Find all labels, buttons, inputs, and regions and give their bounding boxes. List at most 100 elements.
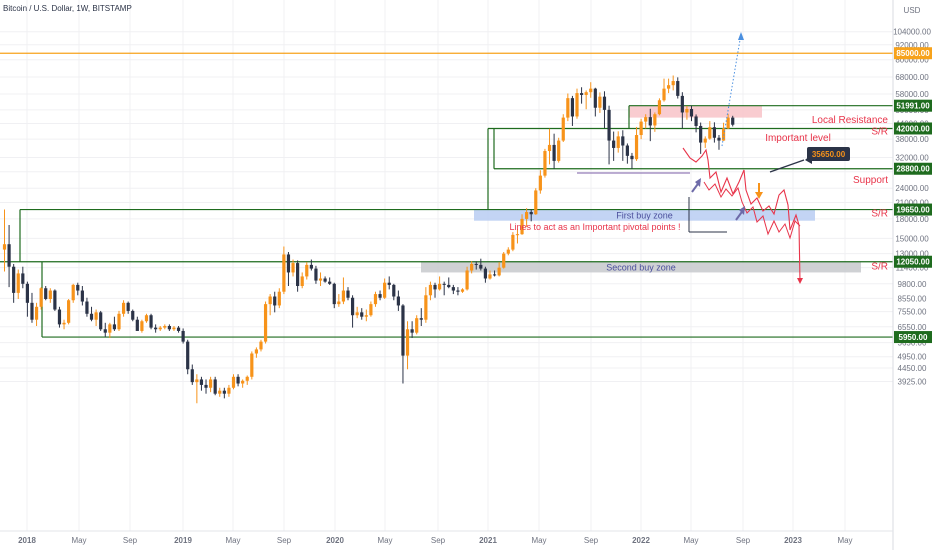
price-zone xyxy=(421,261,861,273)
flag-leader-line xyxy=(769,159,805,173)
y-tick-label: 18000.00 xyxy=(895,215,929,224)
candle-body xyxy=(57,309,62,325)
candle-body xyxy=(108,324,112,333)
x-tick-label: May xyxy=(531,536,546,545)
candle-body xyxy=(593,88,597,108)
candle-body xyxy=(685,109,689,113)
price-flag-label: 35650.00 xyxy=(812,150,846,159)
candle-body xyxy=(176,327,181,331)
candle-body xyxy=(355,312,359,316)
candle-body xyxy=(589,88,593,93)
candle-body xyxy=(676,81,680,96)
candle-body xyxy=(465,270,469,290)
candle-body xyxy=(236,376,240,384)
candle-body xyxy=(44,288,48,299)
candle-body xyxy=(653,114,657,126)
x-tick-label: May xyxy=(71,536,86,545)
x-tick-label: 2023 xyxy=(784,536,802,545)
candle-body xyxy=(657,100,662,115)
candle-body xyxy=(181,330,185,342)
candle-body xyxy=(598,96,602,108)
candle-body xyxy=(245,376,249,381)
candle-body xyxy=(89,313,94,320)
projection-path-lower xyxy=(703,181,801,240)
candle-body xyxy=(621,136,625,146)
price-zone xyxy=(474,209,815,221)
candle-body xyxy=(731,117,735,125)
candle-body xyxy=(438,283,442,290)
candle-body xyxy=(149,315,153,328)
candle-body xyxy=(273,296,277,306)
candle-body xyxy=(121,302,126,314)
candle-body xyxy=(529,212,533,215)
candle-body xyxy=(318,278,323,281)
x-tick-label: Sep xyxy=(584,536,599,545)
candle-body xyxy=(85,301,89,314)
candle-body xyxy=(612,140,616,148)
candle-body xyxy=(332,283,336,305)
candle-body xyxy=(634,135,639,160)
candle-body xyxy=(625,145,629,156)
y-tick-label: 8550.00 xyxy=(898,294,927,303)
candle-body xyxy=(117,313,121,330)
candle-body xyxy=(671,81,675,86)
x-tick-label: Sep xyxy=(736,536,751,545)
candlestick-series xyxy=(2,75,735,404)
candle-body xyxy=(630,155,634,160)
x-tick-label: 2020 xyxy=(326,536,344,545)
projection-drawings xyxy=(577,32,812,284)
candle-body xyxy=(76,284,80,291)
y-tick-label: 58000.00 xyxy=(895,90,929,99)
candle-body xyxy=(71,284,75,301)
zone-label: Second buy zone xyxy=(606,263,676,273)
candle-body xyxy=(662,88,666,101)
candle-body xyxy=(199,379,204,385)
candle-body xyxy=(30,302,34,320)
x-tick-label: May xyxy=(225,536,240,545)
x-tick-labels: 2018 May Sep 2019 May Sep 2020 May Sep 2021 May Sep… xyxy=(18,536,852,545)
zone-label: First buy zone xyxy=(616,211,673,221)
candle-body xyxy=(515,234,520,236)
candle-body xyxy=(204,384,208,388)
candle-body xyxy=(502,253,506,268)
price-tag-label: 85000.00 xyxy=(896,49,930,58)
candle-body xyxy=(99,312,103,330)
candle-body xyxy=(474,263,478,265)
candle-body xyxy=(268,296,272,305)
price-zones xyxy=(421,105,861,273)
candle-body xyxy=(607,109,611,141)
candle-body xyxy=(460,289,465,292)
x-tick-label: Sep xyxy=(431,536,446,545)
candle-body xyxy=(470,263,474,271)
candle-body xyxy=(492,274,497,276)
candle-body xyxy=(424,295,428,320)
price-tag-bg xyxy=(894,331,932,344)
candle-body xyxy=(644,117,648,122)
candle-body xyxy=(483,268,487,279)
candle-body xyxy=(433,284,437,290)
y-tick-label: 7550.00 xyxy=(898,308,927,317)
candle-body xyxy=(53,290,57,310)
candle-body xyxy=(154,327,158,330)
candle-body xyxy=(442,283,446,285)
candle-body xyxy=(534,190,538,215)
x-tick-label: Sep xyxy=(277,536,292,545)
candle-body xyxy=(726,117,730,129)
horizontal-levels xyxy=(0,52,893,338)
price-tag-label: 51991.00 xyxy=(896,102,930,111)
candle-body xyxy=(2,244,7,250)
candle-body xyxy=(520,218,524,235)
candle-body xyxy=(648,117,652,126)
candle-body xyxy=(396,296,400,306)
x-tick-label: May xyxy=(837,536,852,545)
down-arrowhead-icon xyxy=(755,192,763,199)
candle-body xyxy=(94,312,98,320)
candle-body xyxy=(387,282,391,285)
candle-body xyxy=(259,341,263,350)
candle-body xyxy=(552,144,556,161)
pivot-note-line-1: Lines to act as an Important pivotal poi… xyxy=(509,222,680,232)
candle-body xyxy=(566,98,570,118)
candle-body xyxy=(689,109,694,117)
